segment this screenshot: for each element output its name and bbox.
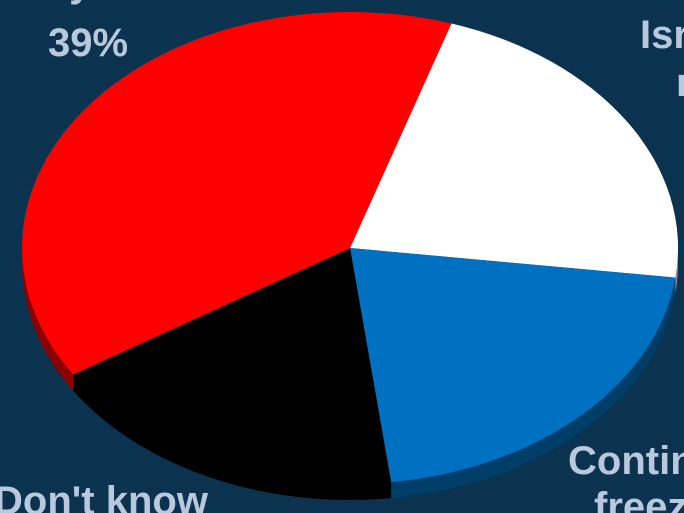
label-everywhere-percent: 39% <box>48 21 128 65</box>
pie-slice-depth <box>73 374 392 500</box>
label-dont-know: Don't know <box>0 479 209 513</box>
pie-slice-depth <box>391 277 676 499</box>
label-everywhere: verywhere <box>9 0 207 5</box>
pie-slice <box>350 248 676 483</box>
label-isr-line2: r <box>676 61 684 105</box>
pie-slice <box>73 248 392 484</box>
pie-slice <box>22 12 452 375</box>
label-continue-line2: freez <box>594 485 684 513</box>
pie-slice <box>350 23 678 278</box>
label-isr: Isr <box>640 13 684 57</box>
pie-slices <box>22 12 678 484</box>
label-continue: Contin <box>568 439 684 483</box>
